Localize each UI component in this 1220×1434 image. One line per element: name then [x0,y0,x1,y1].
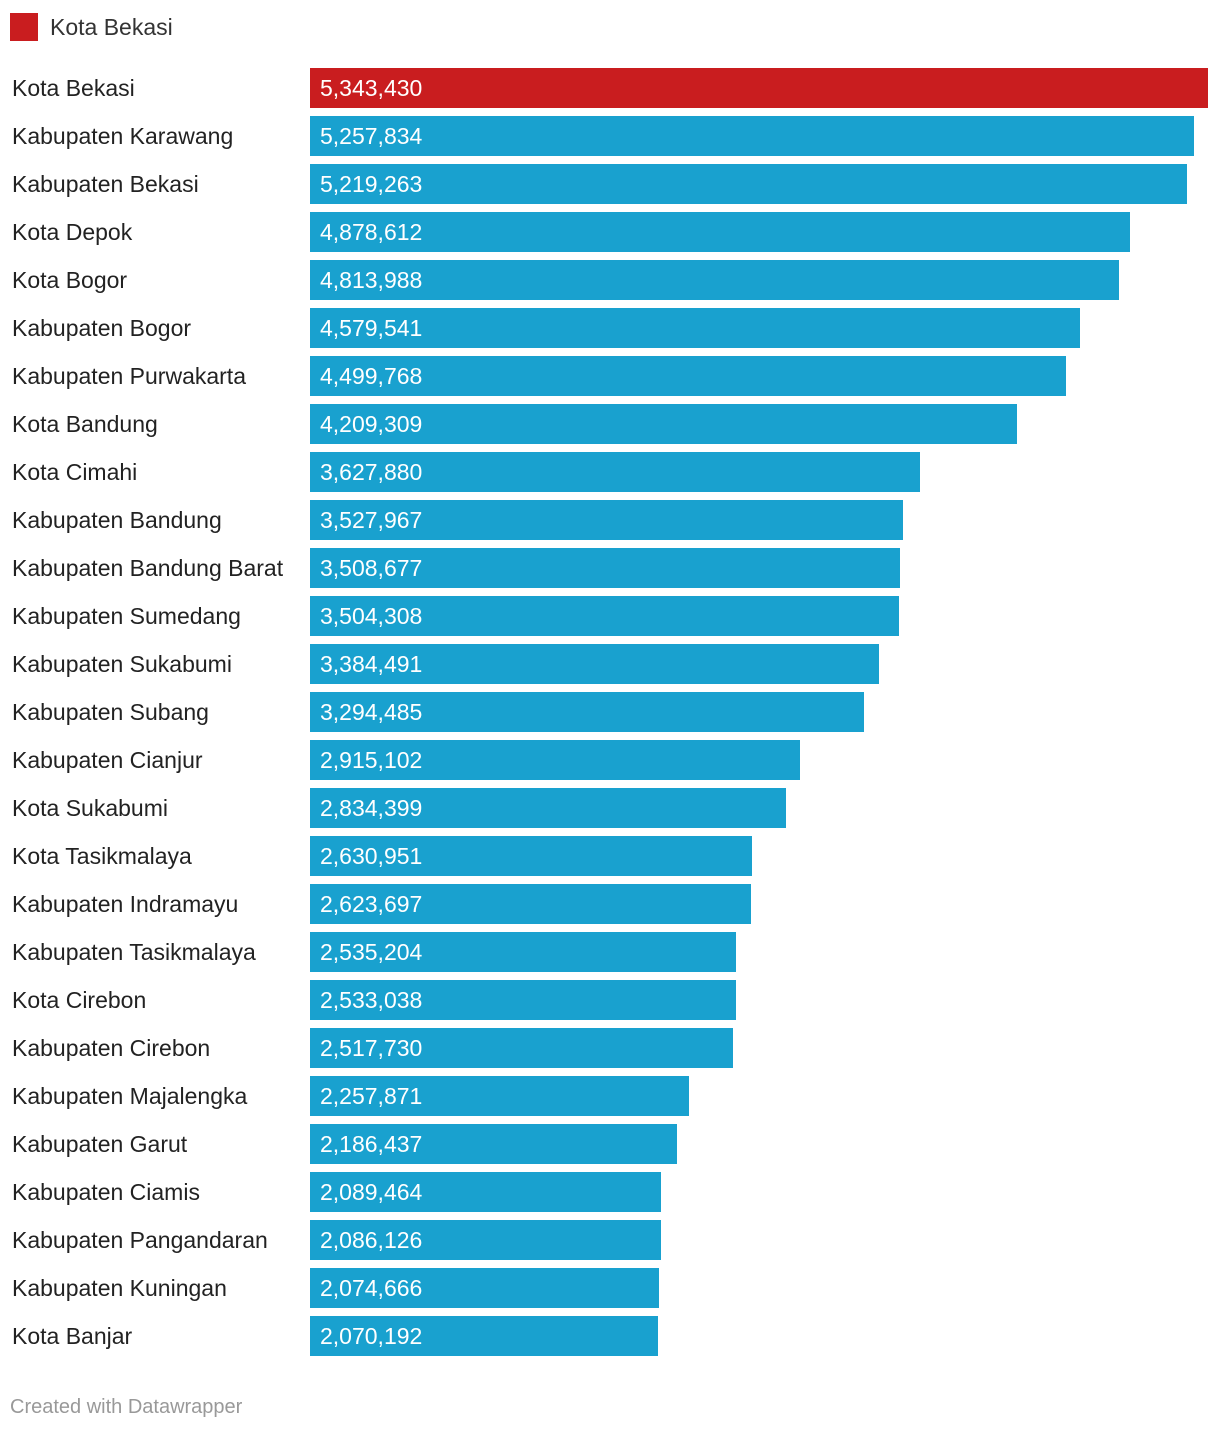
category-label: Kabupaten Indramayu [12,891,238,917]
bar[interactable] [310,308,1080,348]
bar-value-label: 3,527,967 [320,507,422,533]
category-label: Kabupaten Cianjur [12,747,203,773]
bar[interactable] [310,212,1130,252]
bar-value-label: 2,089,464 [320,1179,423,1205]
bar[interactable] [310,356,1066,396]
bar-value-label: 3,627,880 [320,459,422,485]
bar[interactable] [310,788,786,828]
legend-swatch [10,13,38,41]
bar-value-label: 2,257,871 [320,1083,422,1109]
category-label: Kabupaten Garut [12,1131,188,1157]
legend-label: Kota Bekasi [50,13,173,40]
category-label: Kota Depok [12,219,133,245]
bar-value-label: 2,186,437 [320,1131,422,1157]
bar-value-label: 2,517,730 [320,1035,422,1061]
bar-value-label: 2,834,399 [320,795,422,821]
category-label: Kabupaten Sukabumi [12,651,232,677]
bar[interactable] [310,1172,661,1212]
category-label: Kabupaten Purwakarta [12,363,246,389]
category-label: Kabupaten Kuningan [12,1275,227,1301]
bar-value-label: 4,499,768 [320,363,422,389]
bar[interactable] [310,836,752,876]
bar-value-label: 5,257,834 [320,123,423,149]
category-label: Kabupaten Subang [12,699,209,725]
bar-value-label: 4,878,612 [320,219,422,245]
bar-value-label: 3,294,485 [320,699,422,725]
bar-value-label: 2,630,951 [320,843,422,869]
category-label: Kabupaten Ciamis [12,1179,200,1205]
bar-value-label: 2,623,697 [320,891,422,917]
bar[interactable] [310,644,879,684]
bar-value-label: 2,074,666 [320,1275,422,1301]
category-label: Kabupaten Pangandaran [12,1227,268,1253]
category-label: Kota Banjar [12,1323,133,1349]
bar[interactable] [310,1316,658,1356]
category-label: Kabupaten Cirebon [12,1035,210,1061]
bar-chart: Kota Bekasi 5,343,430 Kabupaten Karawang 5,… [12,68,1208,1356]
bar[interactable] [310,1028,733,1068]
category-label: Kota Cimahi [12,459,137,485]
bar[interactable] [310,596,899,636]
category-label: Kota Bandung [12,411,158,437]
category-label: Kabupaten Tasikmalaya [12,939,256,965]
category-label: Kabupaten Bandung Barat [12,555,284,581]
bar[interactable] [310,116,1194,156]
bar-value-label: 2,070,192 [320,1323,422,1349]
bar-highlight[interactable] [310,68,1208,108]
category-label: Kabupaten Bogor [12,315,191,341]
bar-value-label: 3,384,491 [320,651,422,677]
category-label: Kabupaten Majalengka [12,1083,247,1109]
category-label: Kabupaten Bekasi [12,171,199,197]
bar[interactable] [310,932,736,972]
category-label: Kabupaten Sumedang [12,603,241,629]
category-label: Kabupaten Bandung [12,507,222,533]
category-label: Kota Bekasi [12,75,135,101]
bar-value-label: 2,086,126 [320,1227,422,1253]
category-label: Kota Cirebon [12,987,146,1013]
bar[interactable] [310,1268,659,1308]
bar[interactable] [310,1124,677,1164]
bar[interactable] [310,500,903,540]
bar[interactable] [310,884,751,924]
category-label: Kabupaten Karawang [12,123,233,149]
bar[interactable] [310,548,900,588]
bar[interactable] [310,980,736,1020]
legend: Kota Bekasi [10,12,173,42]
bar-value-label: 2,533,038 [320,987,422,1013]
bar-value-label: 5,219,263 [320,171,422,197]
bar-value-label: 4,579,541 [320,315,422,341]
category-label: Kota Tasikmalaya [12,843,192,869]
bar[interactable] [310,404,1017,444]
bar-value-label: 3,508,677 [320,555,422,581]
bar-value-label: 2,535,204 [320,939,423,965]
bar-value-label: 3,504,308 [320,603,422,629]
bar[interactable] [310,740,800,780]
bar[interactable] [310,452,920,492]
bar[interactable] [310,1220,661,1260]
category-label: Kota Bogor [12,267,127,293]
bar[interactable] [310,260,1119,300]
bar-value-label: 4,813,988 [320,267,422,293]
bar[interactable] [310,1076,689,1116]
category-label: Kota Sukabumi [12,795,168,821]
bar-value-label: 2,915,102 [320,747,422,773]
bar[interactable] [310,692,864,732]
bar-value-label: 5,343,430 [320,75,422,101]
bar[interactable] [310,164,1187,204]
datawrapper-credit[interactable]: Created with Datawrapper [10,1396,243,1418]
bar-value-label: 4,209,309 [320,411,422,437]
